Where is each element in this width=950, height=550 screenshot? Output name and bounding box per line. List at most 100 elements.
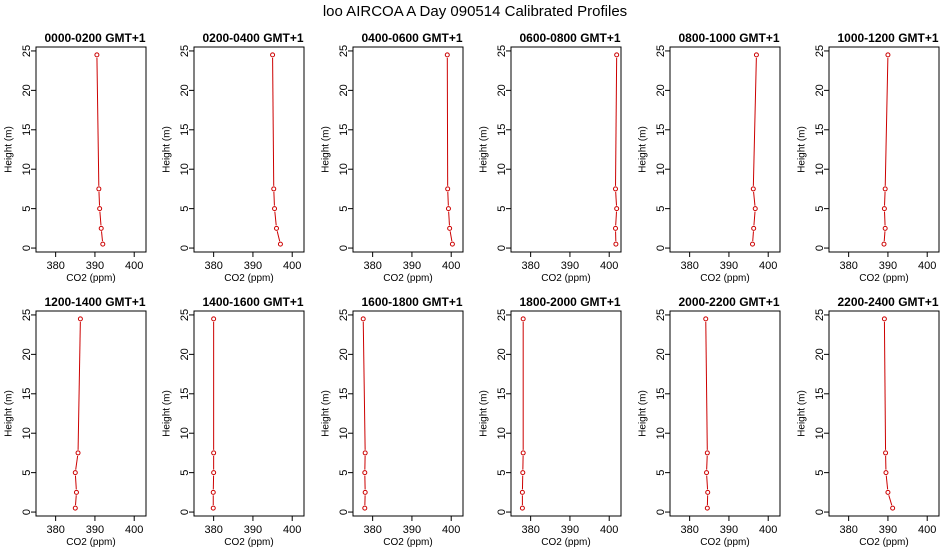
profile-segment	[75, 495, 77, 506]
x-tick-label: 390	[86, 260, 104, 272]
x-tick-label: 390	[879, 524, 897, 536]
x-tick-label: 390	[403, 260, 421, 272]
profile-segment	[884, 211, 886, 226]
y-tick-label: 0	[21, 509, 33, 515]
profile-point	[883, 450, 889, 456]
profile-point	[362, 470, 368, 476]
profile-point	[445, 186, 451, 192]
y-tick-label: 25	[179, 309, 191, 321]
y-tick-label: 5	[496, 470, 508, 476]
y-tick-label: 20	[655, 84, 667, 96]
x-tick-label: 390	[879, 260, 897, 272]
panel-title: 1400-1600 GMT+1	[202, 295, 303, 309]
y-tick-label: 15	[21, 124, 33, 136]
profile-segment	[706, 475, 709, 490]
panel-title: 2000-2200 GMT+1	[678, 295, 779, 309]
y-tick-label: 20	[338, 84, 350, 96]
profile-segment	[752, 231, 754, 242]
plot-frame	[352, 310, 464, 517]
y-tick-label: 5	[179, 470, 191, 476]
x-tick-label: 390	[720, 524, 738, 536]
y-tick-label: 25	[338, 309, 350, 321]
profile-segment	[753, 211, 756, 226]
profile-segment	[98, 191, 101, 206]
profile-point	[447, 225, 453, 231]
profile-point	[270, 52, 276, 58]
profile-segment	[276, 231, 281, 242]
y-tick-label: 10	[338, 427, 350, 439]
panel-title: 2200-2400 GMT+1	[837, 295, 938, 309]
profile-point	[614, 206, 620, 212]
y-tick-label: 0	[338, 509, 350, 515]
x-tick-label: 400	[442, 260, 460, 272]
y-tick-label: 10	[179, 427, 191, 439]
profile-segment	[753, 191, 756, 206]
y-tick-label: 10	[496, 427, 508, 439]
panel-2: 0400-0600 GMT+1 380 390 400 CO2 (ppm) 0 5 10 15 2…	[321, 31, 464, 284]
y-tick-label: 5	[814, 470, 826, 476]
profile-segment	[272, 57, 275, 186]
y-tick-label: 20	[21, 84, 33, 96]
profile-segment	[884, 191, 886, 206]
profile-point	[211, 450, 217, 456]
profile-point	[613, 186, 618, 192]
y-axis-label: Height (m)	[162, 126, 173, 173]
y-tick-label: 15	[655, 124, 667, 136]
x-tick-label: 380	[680, 260, 698, 272]
profile-point	[98, 225, 104, 231]
x-tick-label: 380	[363, 260, 381, 272]
profile-segment	[447, 191, 449, 206]
y-tick-label: 15	[496, 388, 508, 400]
y-tick-label: 15	[814, 124, 826, 136]
y-tick-label: 0	[21, 245, 33, 251]
profile-point	[753, 52, 759, 58]
y-axis-label: Height (m)	[162, 390, 173, 437]
x-axis-label: CO2 (ppm)	[66, 273, 115, 284]
profile-point	[519, 505, 525, 511]
profile-point	[210, 489, 216, 495]
profile-point	[271, 186, 277, 192]
plot-frame	[669, 310, 781, 517]
y-tick-label: 20	[179, 84, 191, 96]
y-tick-label: 5	[338, 206, 350, 212]
plot-frame	[193, 46, 305, 253]
profile-point	[362, 489, 368, 495]
y-tick-label: 20	[814, 348, 826, 360]
plot-frame	[828, 310, 940, 517]
y-tick-label: 5	[21, 470, 33, 476]
panel-title: 0200-0400 GMT+1	[202, 31, 303, 45]
x-tick-label: 390	[720, 260, 738, 272]
profile-point	[362, 505, 368, 511]
y-axis-label: Height (m)	[321, 390, 332, 437]
profile-point	[362, 450, 368, 456]
plot-frame	[510, 310, 622, 517]
panel-1: 0200-0400 GMT+1 380 390 400 CO2 (ppm) 0 5 10 15 2…	[162, 31, 305, 284]
plot-frame	[35, 46, 147, 253]
profile-segment	[705, 321, 708, 450]
profile-segment	[448, 211, 450, 226]
profile-point	[449, 241, 455, 247]
profile-point	[277, 241, 283, 247]
panel-7: 1400-1600 GMT+1 380 390 400 CO2 (ppm) 0 5 10 15 2…	[162, 295, 305, 548]
profile-segment	[362, 321, 366, 450]
profile-point	[704, 450, 710, 456]
profile-point	[211, 470, 217, 476]
profile-segment	[885, 475, 889, 490]
y-tick-label: 5	[655, 206, 667, 212]
x-axis-label: CO2 (ppm)	[541, 273, 590, 284]
profile-point	[520, 450, 526, 456]
x-tick-label: 390	[244, 260, 262, 272]
y-axis-label: Height (m)	[4, 390, 15, 437]
profile-point	[885, 52, 891, 58]
x-tick-label: 380	[839, 524, 857, 536]
x-tick-label: 390	[561, 260, 579, 272]
x-axis-label: CO2 (ppm)	[859, 273, 908, 284]
panel-title: 0800-1000 GMT+1	[678, 31, 779, 45]
y-tick-label: 15	[814, 388, 826, 400]
plot-frame	[193, 310, 305, 517]
y-axis-label: Height (m)	[638, 390, 649, 437]
panel-9: 1800-2000 GMT+1 380 390 400 CO2 (ppm) 0 5 10 15 2…	[479, 295, 622, 548]
y-tick-label: 10	[21, 163, 33, 175]
profile-point	[883, 470, 889, 476]
profile-point	[445, 206, 451, 212]
